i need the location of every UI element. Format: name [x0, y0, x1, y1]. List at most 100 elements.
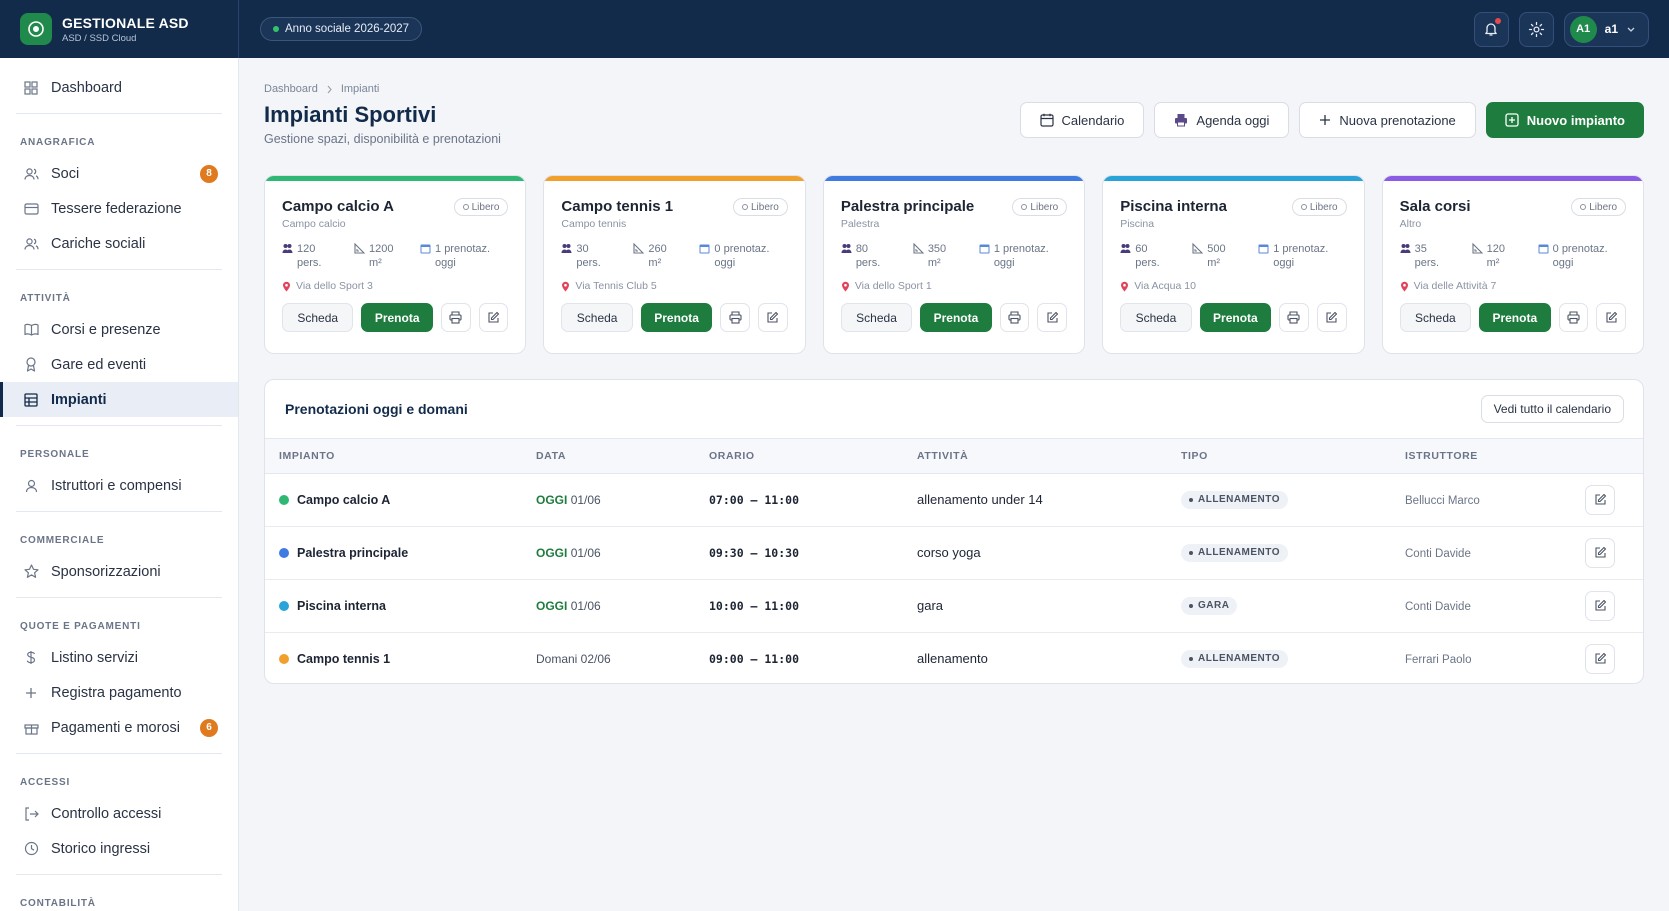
- sidebar-item-sponsor[interactable]: Sponsorizzazioni: [0, 554, 238, 589]
- details-button[interactable]: Scheda: [1120, 303, 1192, 332]
- instructor-name: Conti Davide: [1405, 600, 1471, 613]
- agenda-button[interactable]: Agenda oggi: [1154, 102, 1290, 138]
- user-menu[interactable]: A1 a1: [1563, 11, 1649, 47]
- sidebar-item-pagamenti[interactable]: Pagamenti e morosi 6: [0, 710, 238, 745]
- season-selector[interactable]: Anno sociale 2026-2027: [260, 17, 423, 41]
- area-unit: m²: [648, 257, 662, 269]
- card-color-bar: [544, 176, 805, 181]
- sidebar-item-impianti[interactable]: Impianti: [0, 382, 238, 417]
- edit-button[interactable]: [478, 303, 509, 332]
- bookings-title: Prenotazioni oggi e domani: [285, 401, 468, 417]
- table-row[interactable]: Campo calcio A OGGI 01/06 07:00 – 11:00 …: [265, 473, 1643, 526]
- sidebar-item-label: Sponsorizzazioni: [51, 563, 161, 580]
- facility-cell: Campo tennis 1: [265, 632, 522, 683]
- area-stat: 260 m²: [633, 242, 699, 270]
- sidebar-item-label: Corsi e presenze: [51, 321, 161, 338]
- sidebar-item-storico[interactable]: Storico ingressi: [0, 831, 238, 866]
- facility-cell: Palestra principale: [265, 526, 522, 579]
- print-button[interactable]: [1279, 303, 1309, 332]
- sidebar-item-dashboard[interactable]: Dashboard: [0, 70, 238, 105]
- capacity-value: 80: [855, 243, 869, 255]
- print-button[interactable]: [720, 303, 751, 332]
- instructor-name: Conti Davide: [1405, 547, 1471, 560]
- sidebar-item-istruttori[interactable]: Istruttori e compensi: [0, 468, 238, 503]
- edit-booking-button[interactable]: [1585, 537, 1615, 568]
- edit-button[interactable]: [1037, 303, 1068, 332]
- people-icon: [841, 244, 852, 253]
- type-dot: [1189, 497, 1193, 502]
- sidebar-item-gare[interactable]: Gare ed eventi: [0, 347, 238, 382]
- edit-booking-button[interactable]: [1585, 643, 1615, 674]
- sidebar-item-soci[interactable]: Soci 8: [0, 156, 238, 191]
- facility-card[interactable]: Piscina interna Piscina Libero 60 pers. 5…: [1102, 175, 1365, 354]
- book-button[interactable]: Prenota: [1479, 303, 1551, 332]
- edit-button[interactable]: [1596, 303, 1627, 332]
- sidebar-item-label: Storico ingressi: [51, 840, 151, 857]
- breadcrumb-root[interactable]: Dashboard: [264, 83, 318, 95]
- calendar-icon: [420, 244, 431, 254]
- type-dot: [1189, 550, 1193, 555]
- facility-card[interactable]: Campo calcio A Campo calcio Libero 120 pe…: [264, 175, 527, 354]
- book-button[interactable]: Prenota: [1199, 303, 1272, 332]
- book-button[interactable]: Prenota: [640, 303, 713, 332]
- chevron-down-icon: [1627, 27, 1635, 32]
- table-row[interactable]: Piscina interna OGGI 01/06 10:00 – 11:00…: [265, 579, 1643, 632]
- actions-cell: [1571, 526, 1643, 579]
- people-icon: [561, 244, 572, 253]
- ruler-icon: [633, 243, 645, 254]
- sidebar-item-controllo[interactable]: Controllo accessi: [0, 796, 238, 831]
- calendar-button[interactable]: Calendario: [1019, 102, 1145, 138]
- pin-icon: [841, 281, 849, 291]
- facility-type: Campo calcio: [282, 218, 346, 230]
- view-calendar-button[interactable]: Vedi tutto il calendario: [1480, 395, 1624, 423]
- sidebar-item-corsi[interactable]: Corsi e presenze: [0, 312, 238, 347]
- brand[interactable]: GESTIONALE ASD ASD / SSD Cloud: [0, 0, 239, 58]
- date-value: Domani 02/06: [536, 651, 611, 666]
- sidebar-item-cariche[interactable]: Cariche sociali: [0, 226, 238, 261]
- type-badge: ALLENAMENTO: [1181, 490, 1288, 509]
- print-button[interactable]: [999, 303, 1030, 332]
- print-button[interactable]: [440, 303, 471, 332]
- type-label: ALLENAMENTO: [1198, 653, 1280, 665]
- edit-button[interactable]: [758, 303, 788, 332]
- ruler-icon: [913, 243, 924, 254]
- capacity-unit: pers.: [576, 257, 601, 269]
- edit-button[interactable]: [1316, 303, 1347, 332]
- day-label: OGGI: [536, 598, 568, 613]
- printer-icon: [449, 311, 462, 324]
- status-badge: Libero: [1571, 198, 1627, 216]
- calendar-icon: [979, 244, 990, 254]
- table-row[interactable]: Campo tennis 1 Domani 02/06 09:00 – 11:0…: [265, 632, 1643, 683]
- settings-button[interactable]: [1518, 11, 1554, 47]
- details-button[interactable]: Scheda: [840, 303, 913, 332]
- status-label: Libero: [1589, 201, 1618, 213]
- book-button[interactable]: Prenota: [920, 303, 992, 332]
- table-row[interactable]: Palestra principale OGGI 01/06 09:30 – 1…: [265, 526, 1643, 579]
- details-button[interactable]: Scheda: [282, 303, 354, 332]
- circle-icon: [1580, 204, 1587, 210]
- details-button[interactable]: Scheda: [1399, 303, 1472, 332]
- notifications-button[interactable]: [1473, 11, 1509, 47]
- type-cell: ALLENAMENTO: [1167, 632, 1391, 683]
- edit-booking-button[interactable]: [1585, 484, 1615, 515]
- season-label: Anno sociale 2026-2027: [285, 23, 410, 35]
- sidebar-item-registra[interactable]: Registra pagamento: [0, 675, 238, 710]
- section-contabilita: CONTABILITÀ: [20, 898, 96, 909]
- address-text: Via dello Sport 1: [854, 280, 932, 292]
- new-facility-button[interactable]: Nuovo impianto: [1485, 102, 1644, 138]
- facility-card[interactable]: Sala corsi Altro Libero 35 pers. 120 m²: [1381, 175, 1645, 354]
- facility-card[interactable]: Campo tennis 1 Campo tennis Libero 30 per…: [543, 175, 806, 354]
- facility-type: Campo tennis: [561, 218, 627, 230]
- brand-logo-icon: [20, 13, 52, 45]
- edit-booking-button[interactable]: [1585, 590, 1615, 621]
- page-subtitle: Gestione spazi, disponibilità e prenotaz…: [264, 132, 501, 146]
- new-booking-button[interactable]: Nuova prenotazione: [1299, 102, 1476, 138]
- sidebar-item-tessere[interactable]: Tessere federazione: [0, 191, 238, 226]
- type-dot: [1189, 603, 1193, 608]
- book-button[interactable]: Prenota: [361, 303, 433, 332]
- sidebar-item-listino[interactable]: Listino servizi: [0, 640, 238, 675]
- notification-dot: [1494, 17, 1501, 24]
- facility-card[interactable]: Palestra principale Palestra Libero 80 pe…: [822, 175, 1086, 354]
- details-button[interactable]: Scheda: [561, 303, 633, 332]
- print-button[interactable]: [1558, 303, 1589, 332]
